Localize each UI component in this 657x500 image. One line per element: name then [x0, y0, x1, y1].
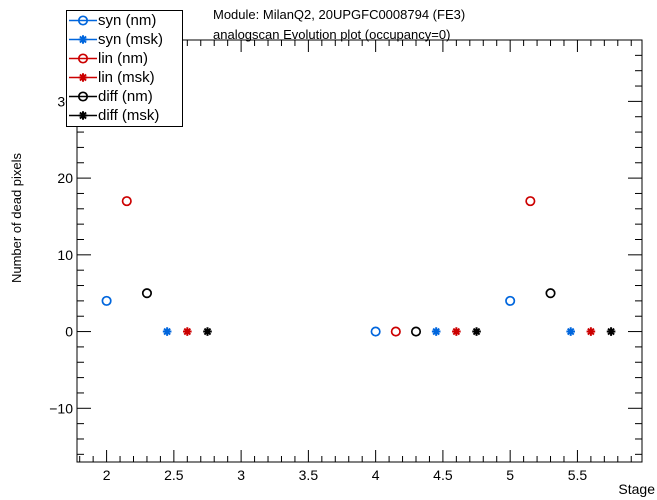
- y-tick-label: 0: [65, 324, 73, 340]
- chart-subtitle: analogscan Evolution plot (occupancy=0): [213, 27, 451, 42]
- legend-symbol: [77, 91, 89, 102]
- data-point-diff-nm: [410, 326, 422, 337]
- legend-entry-syn-msk: syn (msk): [67, 30, 184, 49]
- legend-symbol: [77, 53, 89, 64]
- legend: syn (nm) syn (msk) lin (nm) lin (msk) diff (…: [66, 10, 183, 127]
- data-point-lin-nm: [390, 326, 401, 337]
- x-tick-label: 4: [372, 467, 380, 483]
- legend-entry-diff-msk: diff (msk): [67, 106, 184, 125]
- y-axis-tick-labels: −100102030: [49, 93, 73, 416]
- data-point-lin-msk: [452, 327, 461, 336]
- legend-marker: [69, 53, 97, 64]
- data-point-syn-nm: [370, 326, 381, 337]
- y-tick-label: 20: [57, 170, 73, 186]
- legend-label: syn (nm): [98, 12, 157, 29]
- data-point-syn-msk: [162, 327, 172, 336]
- x-axis-ticks: [79, 40, 632, 462]
- data-point-lin-nm: [525, 196, 536, 207]
- chart-title: Module: MilanQ2, 20UPGFC0008794 (FE3): [213, 7, 466, 22]
- legend-symbol: [78, 35, 88, 44]
- legend-marker: [69, 73, 97, 82]
- data-point-diff-msk: [606, 327, 616, 336]
- legend-label: diff (msk): [98, 107, 160, 124]
- legend-entry-diff-nm: diff (nm): [67, 87, 184, 106]
- data-point-diff-nm: [141, 288, 153, 299]
- x-tick-label: 5.5: [568, 467, 588, 483]
- data-point-syn-nm: [101, 295, 112, 306]
- data-point-syn-msk: [566, 327, 575, 336]
- x-tick-label: 2: [103, 467, 111, 483]
- data-point-lin-msk: [586, 327, 596, 336]
- legend-label: lin (msk): [98, 69, 155, 86]
- data-point-diff-msk: [203, 327, 212, 336]
- legend-entry-lin-nm: lin (nm): [67, 49, 184, 68]
- y-tick-label: 10: [57, 247, 73, 263]
- legend-symbol: [78, 111, 88, 120]
- data-point-lin-nm: [121, 196, 132, 207]
- y-axis-label: Number of dead pixels: [9, 152, 24, 283]
- x-tick-label: 5: [506, 467, 514, 483]
- legend-marker: [69, 111, 97, 120]
- legend-label: syn (msk): [98, 31, 163, 48]
- x-tick-label: 3: [237, 467, 245, 483]
- data-point-syn-nm: [505, 295, 516, 306]
- x-axis-label: Stage: [618, 481, 655, 497]
- data-point-diff-msk: [472, 327, 481, 336]
- data-point-lin-msk: [183, 327, 192, 336]
- x-axis-tick-labels: 2 2.5 3 3.5 4 4.5 5 5.5: [103, 467, 588, 483]
- x-tick-label: 2.5: [164, 467, 184, 483]
- legend-symbol: [78, 73, 88, 82]
- y-tick-label: −10: [49, 400, 73, 416]
- legend-symbol: [77, 15, 89, 26]
- data-points: [101, 196, 616, 337]
- legend-entry-lin-msk: lin (msk): [67, 68, 184, 87]
- data-point-diff-nm: [545, 288, 556, 299]
- legend-marker: [69, 15, 97, 26]
- legend-marker: [69, 35, 97, 44]
- x-tick-label: 3.5: [299, 467, 319, 483]
- legend-entry-syn-nm: syn (nm): [67, 11, 184, 30]
- legend-label: lin (nm): [98, 50, 149, 67]
- x-tick-label: 4.5: [433, 467, 453, 483]
- data-point-syn-msk: [431, 327, 441, 336]
- legend-marker: [69, 91, 97, 102]
- legend-label: diff (nm): [98, 88, 153, 105]
